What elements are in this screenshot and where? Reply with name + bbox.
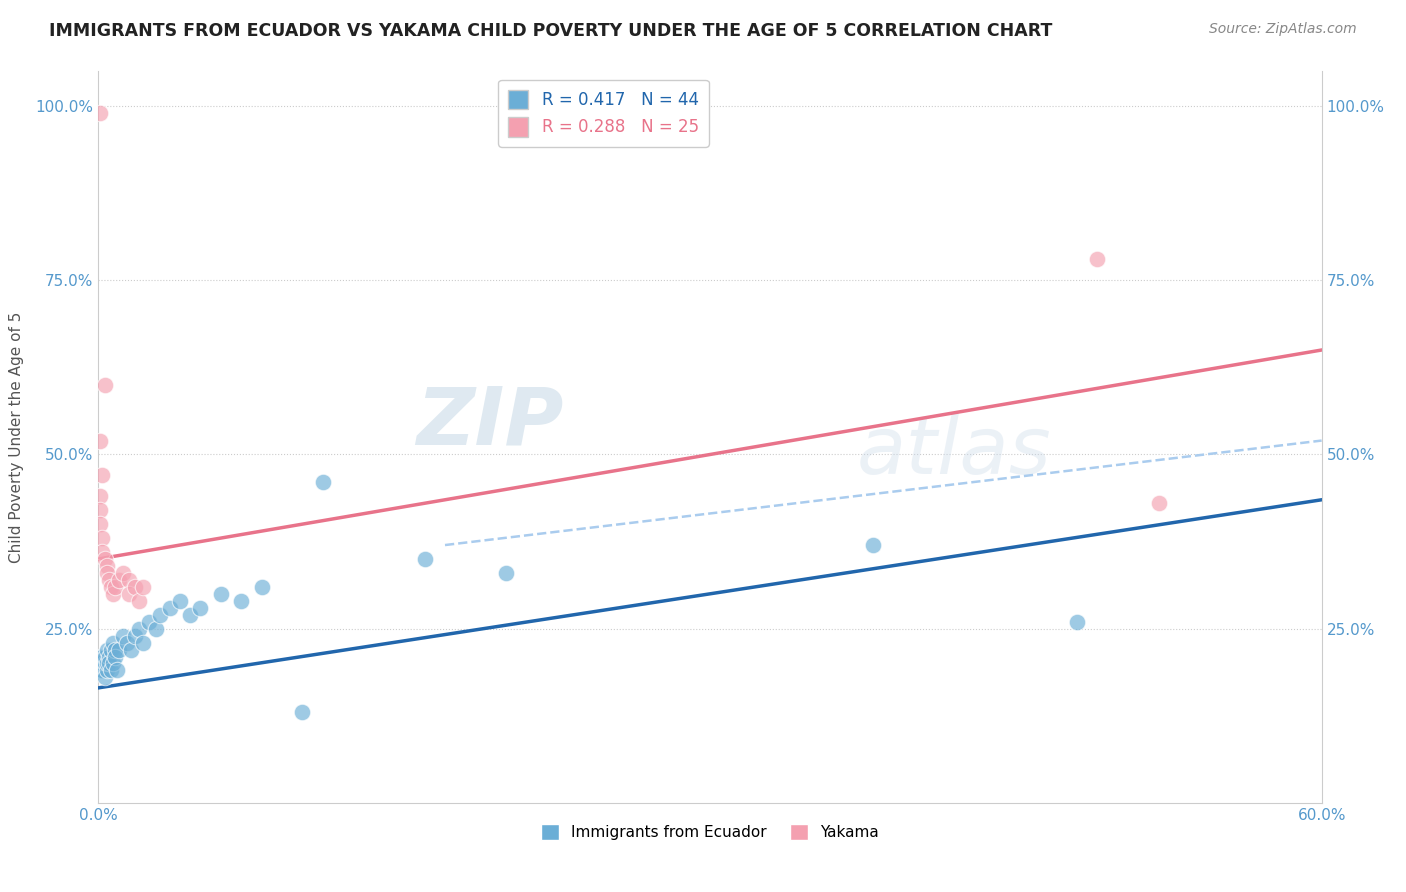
Point: [100, 642, 122, 657]
Point: [1066, 615, 1088, 629]
Point: [100, 580, 122, 594]
Point: [91, 664, 114, 678]
Point: [101, 635, 124, 649]
Point: [128, 594, 150, 608]
Point: [89, 649, 111, 664]
Point: [291, 705, 314, 719]
Point: [124, 629, 146, 643]
Point: [118, 573, 141, 587]
Point: [91, 545, 114, 559]
Point: [96, 642, 118, 657]
Point: [100, 664, 122, 678]
Point: [250, 580, 273, 594]
Point: [89, 489, 111, 503]
Point: [97, 573, 120, 587]
Point: [179, 607, 201, 622]
Point: [91, 468, 114, 483]
Point: [115, 635, 138, 649]
Point: [1147, 496, 1170, 510]
Point: [209, 587, 232, 601]
Point: [93, 552, 115, 566]
Point: [89, 517, 111, 532]
Point: [413, 552, 436, 566]
Point: [93, 649, 115, 664]
Point: [231, 594, 253, 608]
Point: [89, 664, 111, 678]
Point: [89, 434, 111, 448]
Point: [104, 580, 127, 594]
Point: [104, 642, 127, 657]
Point: [862, 538, 884, 552]
Point: [101, 587, 124, 601]
Point: [111, 629, 134, 643]
Text: IMMIGRANTS FROM ECUADOR VS YAKAMA CHILD POVERTY UNDER THE AGE OF 5 CORRELATION C: IMMIGRANTS FROM ECUADOR VS YAKAMA CHILD …: [49, 22, 1053, 40]
Point: [91, 649, 114, 664]
Point: [96, 566, 118, 580]
Point: [188, 600, 212, 615]
Point: [93, 657, 115, 671]
Point: [97, 649, 120, 664]
Point: [1085, 252, 1108, 267]
Point: [89, 503, 111, 517]
Point: [138, 615, 160, 629]
Point: [105, 664, 128, 678]
Point: [132, 635, 155, 649]
Point: [108, 642, 131, 657]
Text: ZIP: ZIP: [416, 384, 564, 461]
Point: [101, 657, 124, 671]
Point: [159, 600, 181, 615]
Point: [149, 607, 172, 622]
Point: [89, 657, 111, 671]
Point: [118, 587, 141, 601]
Point: [96, 657, 118, 671]
Point: [93, 377, 115, 392]
Point: [132, 580, 155, 594]
Point: [120, 642, 142, 657]
Point: [169, 594, 191, 608]
Point: [96, 664, 118, 678]
Y-axis label: Child Poverty Under the Age of 5: Child Poverty Under the Age of 5: [10, 311, 24, 563]
Text: Source: ZipAtlas.com: Source: ZipAtlas.com: [1209, 22, 1357, 37]
Point: [104, 649, 127, 664]
Legend: Immigrants from Ecuador, Yakama: Immigrants from Ecuador, Yakama: [534, 818, 886, 847]
Point: [312, 475, 335, 490]
Point: [128, 622, 150, 636]
Point: [91, 657, 114, 671]
Text: atlas: atlas: [856, 413, 1052, 491]
Point: [96, 558, 118, 573]
Point: [91, 531, 114, 545]
Point: [108, 573, 131, 587]
Point: [97, 657, 120, 671]
Point: [145, 622, 167, 636]
Point: [111, 566, 134, 580]
Point: [495, 566, 517, 580]
Point: [93, 670, 115, 684]
Point: [124, 580, 146, 594]
Point: [89, 106, 111, 120]
